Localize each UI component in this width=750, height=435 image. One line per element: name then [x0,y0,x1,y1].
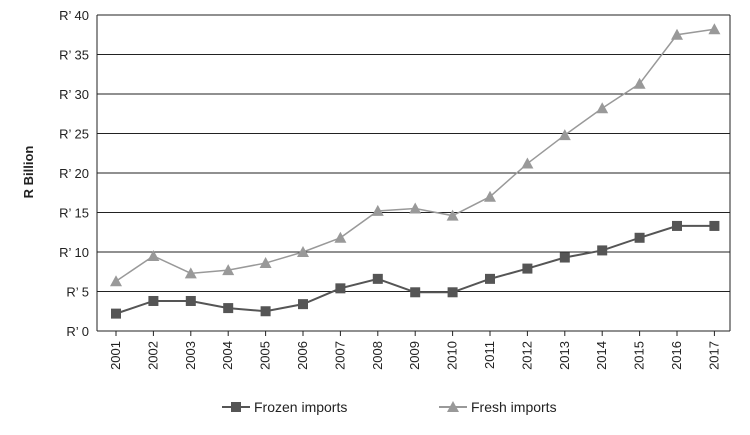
data-point-frozen-imports [672,220,682,231]
x-tick-label: 2013 [557,341,572,370]
data-point-frozen-imports [148,295,159,306]
data-point-frozen-imports [260,306,271,317]
y-tick-label: R’ 25 [59,127,89,142]
y-tick-label: R’ 20 [59,166,89,181]
data-point-frozen-imports [485,273,495,284]
legend-label: Frozen imports [254,399,347,415]
data-point-frozen-imports [410,287,421,298]
data-point-frozen-imports [709,220,720,231]
series-layer [110,23,721,319]
data-point-frozen-imports [559,252,570,263]
y-tick-label: R’ 5 [66,285,89,300]
series-line-frozen-imports [115,224,715,315]
gridlines [97,14,730,332]
data-point-frozen-imports [223,303,234,314]
data-point-frozen-imports [298,299,308,310]
data-point-fresh-imports [147,249,160,261]
data-point-fresh-imports [671,28,683,40]
data-point-frozen-imports [185,295,196,306]
data-point-fresh-imports [297,246,309,257]
data-point-fresh-imports [110,275,122,287]
legend-label: Fresh imports [471,399,557,415]
legend: Frozen imports Fresh imports [222,399,557,415]
x-tick-label: 2001 [108,341,123,370]
data-point-fresh-imports [708,23,721,35]
x-tick-label: 2008 [370,341,385,370]
data-point-fresh-imports [334,231,347,243]
x-tick-label: 2016 [669,341,684,370]
y-tick-labels: R’ 0 R’ 5 R’ 10 R’ 15 R’ 20 R’ 25 R’ 30 R’ 35 R’… [59,8,89,339]
data-point-fresh-imports [484,190,496,202]
x-tick-label: 2009 [407,341,422,370]
x-tick-label: 2007 [332,341,347,370]
y-tick-label: R’ 35 [59,48,89,63]
y-tick-label: R’ 30 [59,87,89,102]
x-tick-label: 2006 [295,341,310,370]
x-tick-label: 2010 [445,341,460,370]
legend-marker [447,401,459,412]
data-point-fresh-imports [259,257,272,269]
x-tick-label: 2004 [220,341,235,370]
x-tick-label: 2002 [145,341,160,370]
x-tick-label: 2014 [594,341,609,370]
data-point-frozen-imports [335,283,346,294]
x-tick-label: 2017 [706,341,721,370]
data-point-frozen-imports [372,273,383,284]
data-point-frozen-imports [597,245,608,256]
data-point-frozen-imports [634,232,645,243]
y-axis-label: R Billion [21,146,36,199]
y-tick-label: R’ 10 [59,245,89,260]
y-tick-label: R’ 0 [66,324,89,339]
data-point-frozen-imports [111,308,121,319]
x-tick-label: 2003 [183,341,198,370]
data-point-fresh-imports [446,209,459,221]
data-point-frozen-imports [522,263,533,274]
x-tick-label: 2011 [482,341,497,369]
data-point-fresh-imports [521,157,534,169]
axes [96,15,731,336]
legend-item-frozen-imports: Frozen imports [222,399,347,415]
x-tick-label: 2015 [632,341,647,370]
legend-item-fresh-imports: Fresh imports [439,399,557,415]
y-tick-label: R’ 40 [59,8,89,23]
data-point-fresh-imports [371,204,384,216]
x-tick-labels: 2001 2002 2003 2004 2005 2006 2007 2008 2009 2010… [108,341,721,370]
x-tick-label: 2012 [519,341,534,370]
data-point-fresh-imports [409,202,422,214]
data-point-fresh-imports [222,264,235,276]
data-point-fresh-imports [633,77,646,89]
data-point-frozen-imports [447,287,458,298]
x-tick-label: 2005 [258,341,273,370]
y-tick-label: R’ 15 [59,206,89,221]
legend-marker [231,402,241,412]
data-point-fresh-imports [184,267,197,279]
data-point-fresh-imports [596,102,609,114]
data-point-fresh-imports [558,129,571,141]
